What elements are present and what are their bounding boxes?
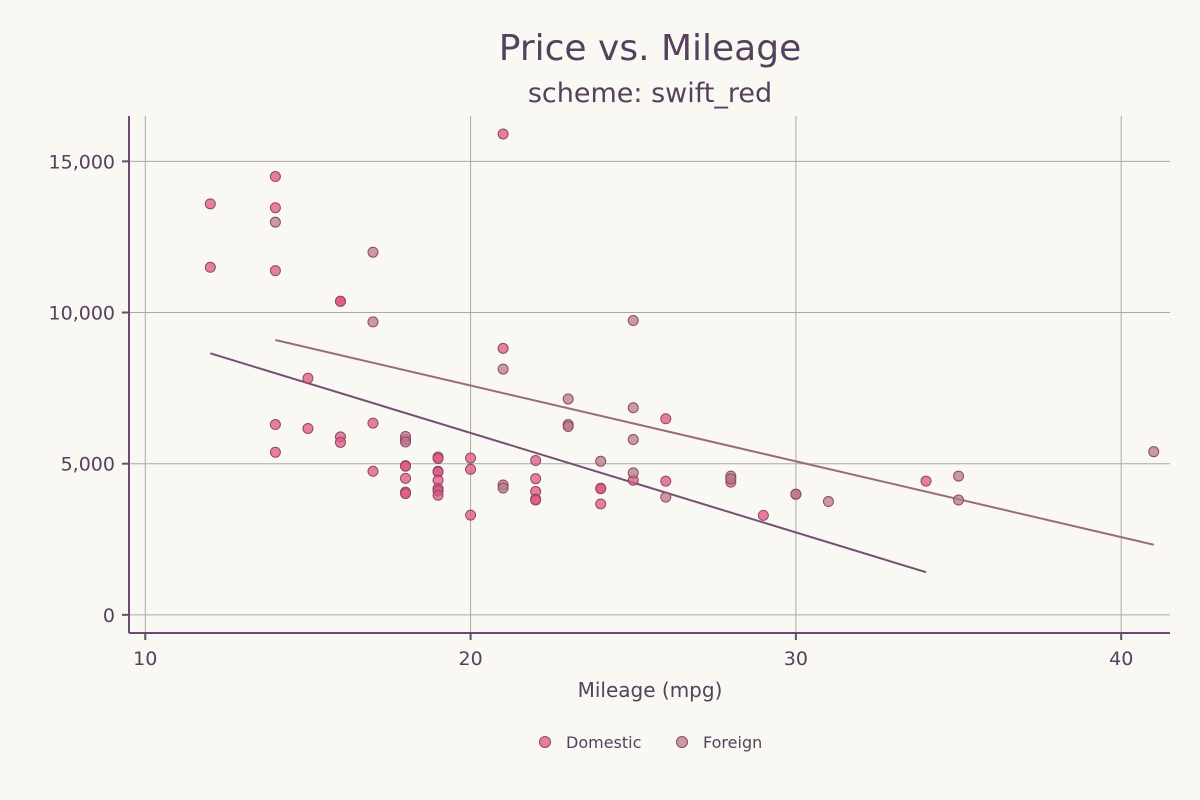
domestic-point bbox=[367, 417, 379, 429]
domestic-point bbox=[497, 342, 509, 354]
foreign-point bbox=[562, 421, 574, 433]
domestic-point bbox=[269, 170, 281, 182]
domestic-point bbox=[530, 494, 542, 506]
foreign-trend-line bbox=[275, 339, 1154, 546]
domestic-point bbox=[269, 446, 281, 458]
domestic-point bbox=[757, 509, 769, 521]
domestic-point bbox=[204, 198, 216, 210]
x-axis-label: Mileage (mpg) bbox=[578, 678, 723, 702]
legend: Domestic Foreign bbox=[539, 733, 762, 752]
grid bbox=[129, 116, 1170, 633]
legend-foreign-label: Foreign bbox=[703, 733, 762, 752]
foreign-point bbox=[269, 216, 281, 228]
domestic-point bbox=[530, 455, 542, 467]
y-tick-label: 15,000 bbox=[49, 151, 115, 173]
x-tick-label: 10 bbox=[133, 648, 157, 670]
foreign-point bbox=[562, 393, 574, 405]
domestic-point bbox=[465, 452, 477, 464]
domestic-point bbox=[400, 488, 412, 500]
domestic-point bbox=[302, 422, 314, 434]
domestic-point bbox=[367, 465, 379, 477]
foreign-point bbox=[367, 316, 379, 328]
domestic-point bbox=[334, 295, 346, 307]
foreign-point bbox=[822, 496, 834, 508]
domestic-point bbox=[302, 372, 314, 384]
data-points bbox=[204, 128, 1160, 521]
domestic-point bbox=[660, 413, 672, 425]
chart-subtitle: scheme: swift_red bbox=[528, 78, 772, 109]
tick-labels: 10 20 30 40 0 5,000 10,000 15,000 bbox=[49, 151, 1134, 670]
foreign-point bbox=[400, 436, 412, 448]
foreign-point bbox=[497, 482, 509, 494]
domestic-point bbox=[432, 452, 444, 464]
legend-domestic-label: Domestic bbox=[566, 733, 641, 752]
domestic-point bbox=[432, 489, 444, 501]
domestic-trend-line bbox=[210, 352, 927, 574]
foreign-point bbox=[595, 455, 607, 467]
domestic-point bbox=[595, 483, 607, 495]
domestic-point bbox=[269, 419, 281, 431]
legend-foreign-marker bbox=[676, 736, 688, 748]
trend-lines bbox=[210, 339, 1154, 574]
x-tick-label: 30 bbox=[784, 648, 808, 670]
foreign-point bbox=[1148, 446, 1160, 458]
foreign-point bbox=[790, 488, 802, 500]
y-tick-label: 0 bbox=[103, 605, 115, 627]
y-tick-label: 5,000 bbox=[61, 454, 115, 476]
domestic-point bbox=[465, 463, 477, 475]
y-tick-label: 10,000 bbox=[49, 303, 115, 325]
domestic-point bbox=[204, 261, 216, 273]
domestic-point bbox=[334, 436, 346, 448]
domestic-point bbox=[269, 202, 281, 214]
foreign-point bbox=[627, 434, 639, 446]
domestic-point bbox=[660, 475, 672, 487]
foreign-point bbox=[953, 494, 965, 506]
domestic-point bbox=[595, 498, 607, 510]
domestic-point bbox=[530, 473, 542, 485]
domestic-point bbox=[400, 472, 412, 484]
foreign-point bbox=[953, 470, 965, 482]
foreign-point bbox=[627, 315, 639, 327]
legend-domestic-marker bbox=[539, 736, 551, 748]
foreign-point bbox=[660, 491, 672, 503]
foreign-point bbox=[627, 402, 639, 414]
domestic-point bbox=[497, 128, 509, 140]
domestic-point bbox=[465, 509, 477, 521]
x-tick-label: 20 bbox=[458, 648, 482, 670]
foreign-point bbox=[367, 246, 379, 258]
x-tick-label: 40 bbox=[1109, 648, 1133, 670]
domestic-point bbox=[400, 460, 412, 472]
foreign-point bbox=[627, 467, 639, 479]
domestic-point bbox=[269, 265, 281, 277]
foreign-point bbox=[497, 363, 509, 375]
chart-title: Price vs. Mileage bbox=[499, 28, 801, 69]
domestic-point bbox=[920, 475, 932, 487]
foreign-point bbox=[725, 473, 737, 485]
